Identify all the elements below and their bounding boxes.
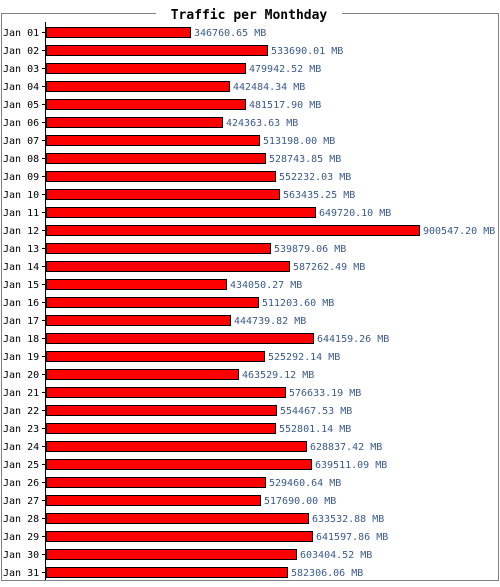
category-label: Jan 12: [3, 226, 39, 237]
category-label: Jan 23: [3, 424, 39, 435]
category-label: Jan 09: [3, 172, 39, 183]
value-label: 582306.06 MB: [291, 568, 363, 579]
category-label: Jan 31: [3, 568, 39, 579]
bar: [46, 261, 290, 272]
value-label: 563435.25 MB: [283, 190, 355, 201]
category-label: Jan 05: [3, 100, 39, 111]
category-label: Jan 27: [3, 496, 39, 507]
category-label: Jan 26: [3, 478, 39, 489]
category-label: Jan 28: [3, 514, 39, 525]
category-label: Jan 19: [3, 352, 39, 363]
value-label: 628837.42 MB: [310, 442, 382, 453]
category-label: Jan 08: [3, 154, 39, 165]
value-label: 444739.82 MB: [234, 316, 306, 327]
value-label: 554467.53 MB: [280, 406, 352, 417]
category-label: Jan 10: [3, 190, 39, 201]
value-label: 511203.60 MB: [262, 298, 334, 309]
bar: [46, 99, 246, 110]
value-label: 552801.14 MB: [279, 424, 351, 435]
bar: [46, 189, 280, 200]
bars-group: Jan 01 346760.65 MB Jan 02 533690.01 MB Jan …: [3, 27, 495, 579]
category-label: Jan 13: [3, 244, 39, 255]
bar: [46, 63, 246, 74]
category-label: Jan 06: [3, 118, 39, 129]
bar: [46, 81, 230, 92]
category-label: Jan 04: [3, 82, 39, 93]
value-label: 525292.14 MB: [268, 352, 340, 363]
category-label: Jan 20: [3, 370, 39, 381]
value-label: 346760.65 MB: [194, 28, 266, 39]
value-label: 587262.49 MB: [293, 262, 365, 273]
bar: [46, 495, 261, 506]
category-label: Jan 03: [3, 64, 39, 75]
category-label: Jan 24: [3, 442, 39, 453]
value-label: 517690.00 MB: [264, 496, 336, 507]
category-label: Jan 14: [3, 262, 39, 273]
value-label: 442484.34 MB: [233, 82, 305, 93]
bar: [46, 243, 271, 254]
value-label: 539879.06 MB: [274, 244, 346, 255]
value-label: 434050.27 MB: [230, 280, 302, 291]
category-label: Jan 16: [3, 298, 39, 309]
category-label: Jan 22: [3, 406, 39, 417]
value-label: 479942.52 MB: [249, 64, 321, 75]
value-label: 481517.90 MB: [249, 100, 321, 111]
value-label: 639511.09 MB: [315, 460, 387, 471]
bar: [46, 333, 314, 344]
value-label: 900547.20 MB: [423, 226, 495, 237]
bar: [46, 513, 309, 524]
bar: [46, 117, 223, 128]
bar: [46, 549, 297, 560]
bar: [46, 531, 313, 542]
bar: [46, 315, 231, 326]
value-label: 463529.12 MB: [242, 370, 314, 381]
bar: [46, 567, 288, 578]
value-label: 513198.00 MB: [263, 136, 335, 147]
value-label: 529460.64 MB: [269, 478, 341, 489]
category-label: Jan 15: [3, 280, 39, 291]
bar: [46, 297, 259, 308]
bar: [46, 423, 276, 434]
value-label: 633532.88 MB: [312, 514, 384, 525]
bar: [46, 369, 239, 380]
category-label: Jan 18: [3, 334, 39, 345]
value-label: 576633.19 MB: [289, 388, 361, 399]
bar: [46, 153, 266, 164]
value-label: 528743.85 MB: [269, 154, 341, 165]
value-label: 641597.86 MB: [316, 532, 388, 543]
chart-title: Traffic per Monthday: [171, 8, 328, 23]
value-label: 533690.01 MB: [271, 46, 343, 57]
bar: [46, 387, 286, 398]
bar: [46, 441, 307, 452]
value-label: 603404.52 MB: [300, 550, 372, 561]
bar: [46, 459, 312, 470]
category-label: Jan 25: [3, 460, 39, 471]
category-label: Jan 21: [3, 388, 39, 399]
value-label: 649720.10 MB: [319, 208, 391, 219]
bar: [46, 45, 268, 56]
bar: [46, 171, 276, 182]
bar: [46, 405, 277, 416]
bar: [46, 207, 316, 218]
bar: [46, 351, 265, 362]
chart-title-background: [156, 4, 342, 22]
bar: [46, 279, 227, 290]
category-label: Jan 30: [3, 550, 39, 561]
bar: [46, 27, 191, 38]
category-label: Jan 29: [3, 532, 39, 543]
value-label: 424363.63 MB: [226, 118, 298, 129]
category-label: Jan 11: [3, 208, 39, 219]
bar: [46, 135, 260, 146]
category-label: Jan 17: [3, 316, 39, 327]
category-label: Jan 07: [3, 136, 39, 147]
bar: [46, 477, 266, 488]
category-label: Jan 02: [3, 46, 39, 57]
value-label: 644159.26 MB: [317, 334, 389, 345]
value-label: 552232.03 MB: [279, 172, 351, 183]
category-label: Jan 01: [3, 28, 39, 39]
bar: [46, 225, 420, 236]
